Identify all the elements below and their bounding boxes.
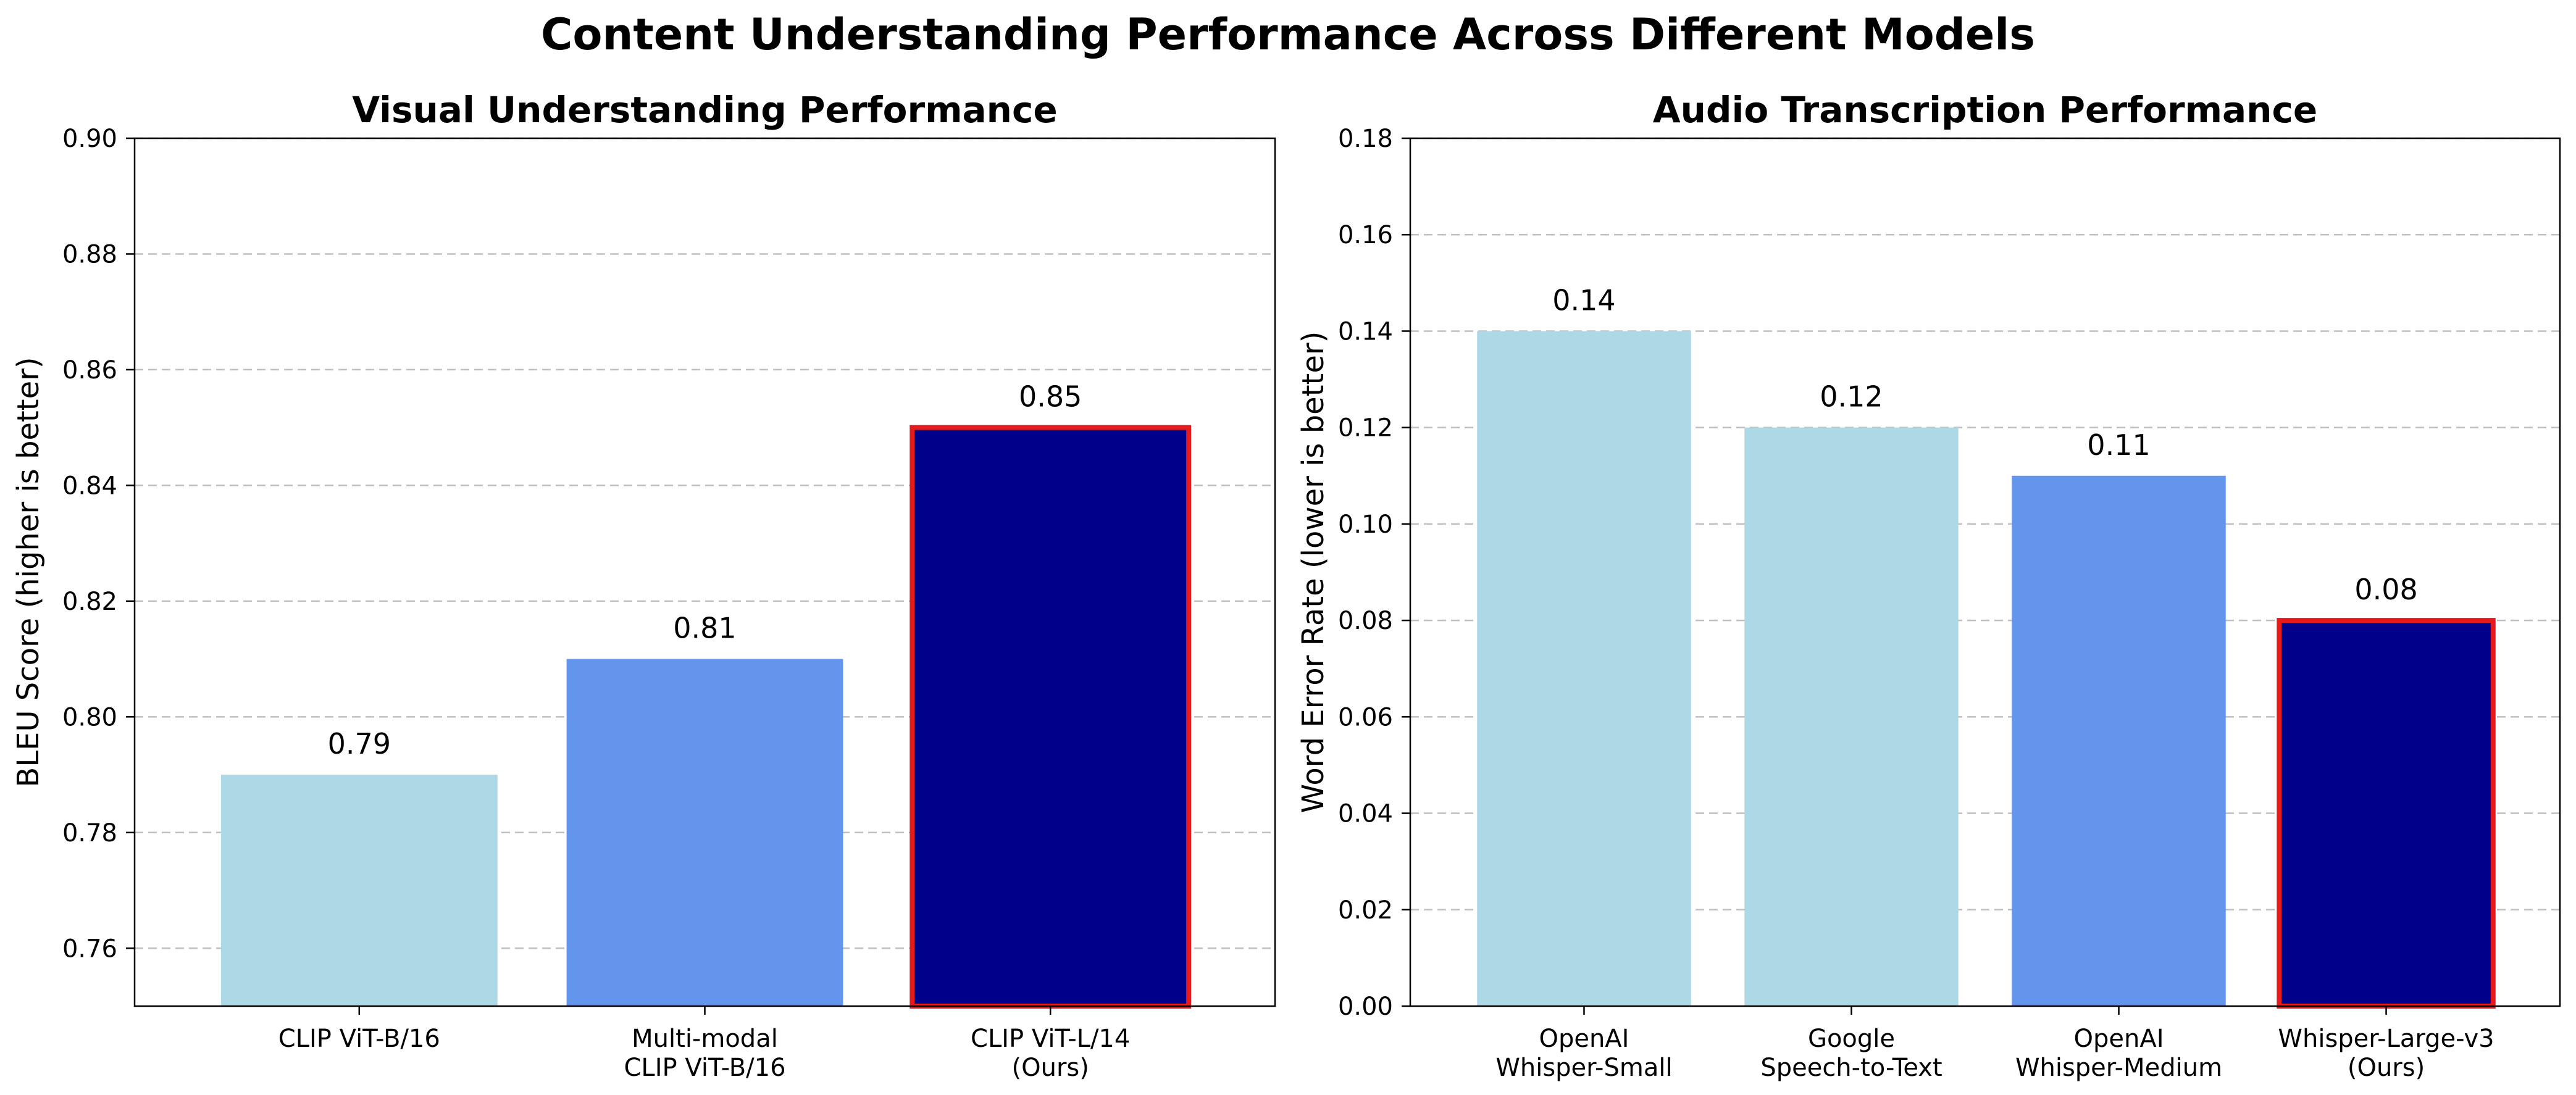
bar-value-label: 0.81 xyxy=(673,612,736,645)
bar xyxy=(1744,427,1959,1006)
y-tick-label: 0.08 xyxy=(1338,607,1393,635)
chart-panel-1: 0.76 0.78 0.80 0.82 0.84 0.86 0.88 0.90 0.79 CLIP… xyxy=(11,89,1276,1082)
y-tick-label: 0.02 xyxy=(1338,896,1393,925)
bar xyxy=(1477,331,1691,1006)
y-tick-label: 0.12 xyxy=(1338,414,1393,443)
x-tick-label: OpenAI xyxy=(2074,1025,2164,1053)
chart-panel-2: 0.00 0.02 0.04 0.06 0.08 0.10 0.12 0.14 0.16 0.18… xyxy=(1296,89,2561,1082)
y-tick-label: 0.80 xyxy=(62,703,117,731)
x-tick-label: Whisper-Large-v3 xyxy=(2278,1025,2494,1053)
x-tick-label: (Ours) xyxy=(1012,1054,1089,1082)
y-tick-label: 0.18 xyxy=(1338,125,1393,153)
x-tick-label: CLIP ViT-B/16 xyxy=(278,1025,440,1053)
bar-value-label: 0.79 xyxy=(328,727,391,760)
x-tick-label: Whisper-Small xyxy=(1495,1054,1672,1082)
bar xyxy=(2277,618,2496,1009)
x-tick-label: OpenAI xyxy=(1539,1025,1629,1053)
y-tick-label: 0.04 xyxy=(1338,800,1393,828)
y-tick-label: 0.14 xyxy=(1338,317,1393,346)
x-tick-label: Google xyxy=(1808,1025,1895,1053)
y-tick-label: 0.78 xyxy=(62,819,117,847)
y-tick-label: 0.90 xyxy=(62,125,117,153)
bar-value-label: 0.14 xyxy=(1552,283,1615,317)
chart-title: Visual Understanding Performance xyxy=(352,89,1057,131)
x-tick-label: Multi-modal xyxy=(632,1025,778,1053)
y-tick-label: 0.84 xyxy=(62,472,117,500)
y-tick-label: 0.16 xyxy=(1338,221,1393,249)
y-axis-label: BLEU Score (higher is better) xyxy=(11,357,46,787)
bar-value-label: 0.12 xyxy=(1820,380,1883,414)
bar xyxy=(910,425,1192,1009)
bar xyxy=(220,775,498,1006)
y-tick-label: 0.06 xyxy=(1338,703,1393,731)
chart-panels: 0.76 0.78 0.80 0.82 0.84 0.86 0.88 0.90 0.79 CLIP… xyxy=(11,89,2561,1082)
y-axis-label: Word Error Rate (lower is better) xyxy=(1296,331,1331,814)
bar xyxy=(566,659,843,1006)
y-tick-label: 0.88 xyxy=(62,240,117,269)
figure-suptitle: Content Understanding Performance Across… xyxy=(541,9,2035,60)
x-tick-label: CLIP ViT-B/16 xyxy=(624,1054,785,1082)
bar-value-label: 0.08 xyxy=(2354,573,2417,606)
axes-frame xyxy=(1409,137,2561,1007)
bar-value-label: 0.11 xyxy=(2087,428,2150,462)
y-tick-label: 0.10 xyxy=(1338,510,1393,539)
axes-frame xyxy=(133,137,1276,1007)
bar-value-label: 0.85 xyxy=(1019,380,1082,414)
bar xyxy=(2012,475,2226,1006)
x-tick-label: Whisper-Medium xyxy=(2015,1054,2222,1082)
x-tick-label: Speech-to-Text xyxy=(1760,1054,1942,1082)
y-tick-label: 0.86 xyxy=(62,356,117,385)
y-tick-label: 0.76 xyxy=(62,935,117,963)
chart-title: Audio Transcription Performance xyxy=(1653,89,2317,131)
x-tick-label: CLIP ViT-L/14 xyxy=(971,1025,1130,1053)
x-tick-label: (Ours) xyxy=(2348,1054,2425,1082)
y-tick-label: 0.00 xyxy=(1338,993,1393,1021)
y-tick-label: 0.82 xyxy=(62,588,117,616)
